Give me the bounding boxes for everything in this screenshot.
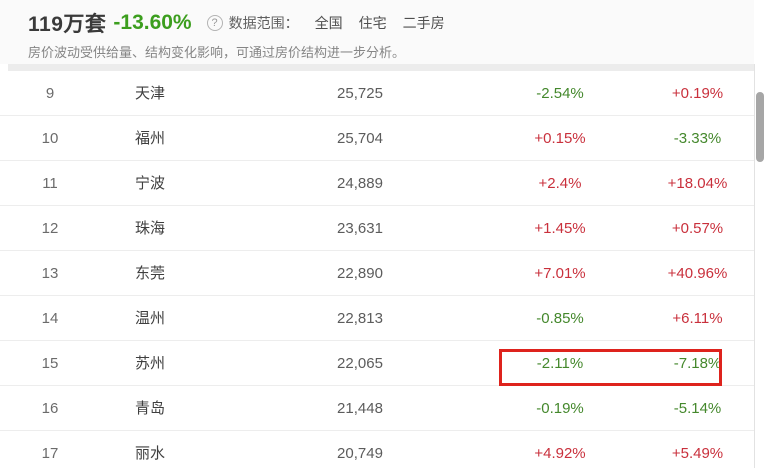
cell-pct1: -2.11% [536,355,584,372]
cell-pct1: +1.45% [534,220,586,237]
cell-price: 25,725 [337,85,383,102]
cell-price: 21,448 [337,400,383,417]
cell-city: 东莞 [135,265,166,282]
total-listings: 119万套 [28,13,107,36]
cell-price: 22,813 [337,310,383,327]
table-row[interactable]: 16 青岛 21,448 -0.19% -5.14% [0,386,754,431]
cell-pct1: -0.85% [536,310,584,327]
cell-pct1: +4.92% [534,445,586,462]
cell-pct1: -0.19% [536,400,584,417]
cell-city: 青岛 [135,400,166,417]
table-row[interactable]: 10 福州 25,704 +0.15% -3.33% [0,116,754,161]
cell-price: 20,749 [337,445,383,462]
scope-label: 数据范围： [228,15,299,31]
help-icon[interactable]: ? [206,15,223,31]
cell-city: 丽水 [135,445,166,462]
cell-price: 24,889 [337,175,383,192]
table-row[interactable]: 12 珠海 23,631 +1.45% +0.57% [0,206,754,251]
cell-rank: 15 [41,355,59,372]
cell-rank: 13 [41,265,59,282]
cell-price: 22,065 [337,355,383,372]
cell-city: 苏州 [135,355,166,372]
cell-price: 22,890 [337,265,383,282]
table-row[interactable]: 15 苏州 22,065 -2.11% -7.18% [0,341,754,386]
cell-pct2: +6.11% [672,310,723,327]
table-row[interactable]: 13 东莞 22,890 +7.01% +40.96% [0,251,754,296]
city-ranking-table: 9 天津 25,725 -2.54% +0.19% 10 福州 25,704 +0.15% -3.… [0,71,754,468]
table-row[interactable]: 14 温州 22,813 -0.85% +6.11% [0,296,754,341]
cell-pct1: +0.15% [534,130,586,147]
cell-rank: 17 [41,445,59,462]
cell-rank: 16 [41,400,59,417]
table-body: 9 天津 25,725 -2.54% +0.19% 10 福州 25,704 +0.15% -3.… [0,71,754,468]
cell-pct2: +0.19% [671,85,724,102]
table-row[interactable]: 9 天津 25,725 -2.54% +0.19% [0,71,754,116]
cell-rank: 9 [45,85,55,102]
cell-pct2: -3.33% [673,130,722,147]
scrollbar-thumb[interactable] [756,92,764,162]
scope-item-nationwide: 全国 [314,15,343,31]
summary-line: 119万套 -13.60% ? 数据范围： 全国 住宅 二手房 [28,10,445,36]
cell-rank: 11 [42,175,58,192]
cell-price: 25,704 [337,130,383,147]
cell-city: 福州 [135,130,166,147]
section-divider [8,64,756,71]
cell-rank: 10 [41,130,59,147]
cell-pct1: +2.4% [538,175,582,192]
cell-city: 天津 [135,85,166,102]
cell-city: 温州 [135,310,166,327]
cell-pct2: +5.49% [671,445,724,462]
cell-city: 珠海 [135,220,166,237]
cell-pct2: -5.14% [673,400,722,417]
cell-price: 23,631 [337,220,383,237]
note-text: 房价波动受供给量、结构变化影响，可通过房价结构进一步分析。 [28,45,406,60]
cell-pct2: +0.57% [671,220,724,237]
cell-pct2: +18.04% [667,175,728,192]
summary-header: 119万套 -13.60% ? 数据范围： 全国 住宅 二手房 房价波动受供给量… [0,0,754,64]
scope-item-secondhand: 二手房 [402,15,445,31]
cell-city: 宁波 [135,175,166,192]
total-change: -13.60% [113,11,192,34]
cell-pct1: -2.54% [536,85,584,102]
cell-rank: 12 [41,220,59,237]
cell-pct1: +7.01% [534,265,586,282]
scrollbar-track[interactable] [754,64,765,468]
table-row[interactable]: 17 丽水 20,749 +4.92% +5.49% [0,431,754,468]
scope-item-residential: 住宅 [358,15,387,31]
cell-pct2: +40.96% [667,265,728,282]
cell-pct2: -7.18% [673,355,722,372]
cell-rank: 14 [41,310,59,327]
table-row[interactable]: 11 宁波 24,889 +2.4% +18.04% [0,161,754,206]
